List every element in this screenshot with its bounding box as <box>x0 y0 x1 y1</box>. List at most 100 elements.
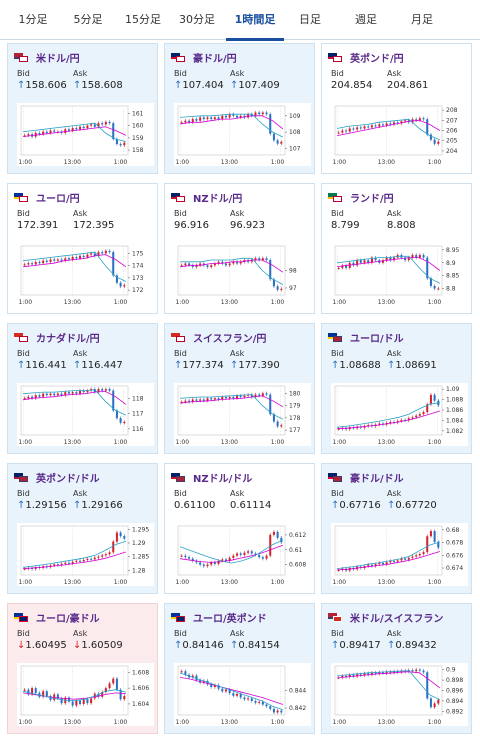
y-tick-label: 173 <box>132 275 144 282</box>
rate-card[interactable]: NZドル/ドル Bid Ask 0.61100 0.61114 0.612 0.61 0.60… <box>164 463 315 594</box>
chart-container[interactable]: 1.295 1.29 1.285 1.28 1:00 13:00 1:00 <box>17 523 154 586</box>
currency-flag-icon <box>171 52 185 62</box>
chart-container[interactable]: 1.608 1.606 1.604 1:00 13:00 1:00 <box>17 663 154 726</box>
candle <box>385 257 388 261</box>
candle <box>42 131 45 135</box>
currency-pair-name[interactable]: NZドル/ドル <box>193 473 253 485</box>
currency-pair-name[interactable]: 米ドル/スイスフラン <box>350 613 444 625</box>
chart-container[interactable]: 109 108 107 1:00 13:00 1:00 <box>174 103 311 166</box>
candle <box>422 552 425 554</box>
y-tick-label: 8.8 <box>446 286 456 293</box>
ask-label: Ask <box>387 349 402 358</box>
x-tick-label: 1:00 <box>271 719 285 726</box>
candle <box>232 114 235 116</box>
tab-日足[interactable]: 日足 <box>299 13 321 26</box>
rate-card[interactable]: ユーロ/英ポンド Bid Ask ↑0.84146 ↑0.84154 0.844 0.842… <box>164 603 315 734</box>
currency-pair-name[interactable]: 豪ドル/円 <box>193 53 237 65</box>
tab-30分足[interactable]: 30分足 <box>179 13 215 26</box>
tab-週足[interactable]: 週足 <box>355 13 377 26</box>
bid-label: Bid <box>17 209 30 218</box>
candle <box>180 265 183 267</box>
x-tick-label: 1:00 <box>114 159 128 166</box>
chart-container[interactable]: 175 174 173 172 1:00 13:00 1:00 <box>17 243 154 306</box>
rate-card[interactable]: 豪ドル/ドル Bid Ask ↑0.67716 ↑0.67720 0.68 0.678 0.6… <box>321 463 472 594</box>
chart-container[interactable]: 1.09 1.088 1.086 1.084 1.082 1:00 13:00 1:00 <box>331 383 468 446</box>
candle <box>418 118 421 121</box>
tab-1時間足[interactable]: 1時間足 <box>226 0 284 41</box>
moving-average-line-fast <box>180 257 284 285</box>
candle <box>184 263 187 266</box>
rate-card[interactable]: NZドル/円 Bid Ask 96.916 96.923 98 97 1:00 13:00 1:0… <box>164 183 315 314</box>
candle <box>104 554 107 556</box>
candle <box>119 143 122 146</box>
currency-pair-name[interactable]: ランド/円 <box>350 193 394 205</box>
currency-pair-name[interactable]: 英ポンド/円 <box>350 53 404 65</box>
y-tick-label: 174 <box>132 263 144 270</box>
candle <box>217 685 220 689</box>
chart-container[interactable]: 161 160 159 158 1:00 13:00 1:00 <box>17 103 154 166</box>
rate-card[interactable]: 米ドル/スイスフラン Bid Ask ↑0.89417 ↑0.89432 0.9 0.898… <box>321 603 472 734</box>
candle <box>239 115 242 118</box>
candle <box>243 260 246 262</box>
x-tick-label: 1:00 <box>19 439 33 446</box>
currency-pair-name[interactable]: カナダドル/円 <box>36 333 100 345</box>
moving-average-line-slow <box>180 395 284 408</box>
candle <box>385 671 388 674</box>
chart-container[interactable]: 180 179 178 177 1:00 13:00 1:00 <box>174 383 311 446</box>
rate-card[interactable]: 米ドル/円 Bid Ask ↑158.606 ↑158.608 161 160 159 158 1… <box>7 43 158 174</box>
y-tick-label: 179 <box>289 403 301 410</box>
candle <box>433 531 436 542</box>
candle <box>367 126 370 128</box>
candle <box>217 398 220 400</box>
chart-container[interactable]: 8.95 8.9 8.85 8.8 1:00 13:00 1:00 <box>331 243 468 306</box>
currency-pair-name[interactable]: ユーロ/英ポンド <box>193 613 267 625</box>
x-tick-label: 1:00 <box>271 439 285 446</box>
chart-container[interactable]: 0.612 0.61 0.608 1:00 13:00 1:00 <box>174 523 311 586</box>
chart-container[interactable]: 208 207 206 205 204 1:00 13:00 1:00 <box>331 103 468 166</box>
candle <box>337 569 340 571</box>
chart-container[interactable]: 0.844 0.842 1:00 13:00 1:00 <box>174 663 311 726</box>
candle <box>258 394 261 396</box>
currency-pair-name[interactable]: 豪ドル/ドル <box>350 473 404 485</box>
bid-label: Bid <box>17 349 30 358</box>
currency-pair-name[interactable]: ユーロ/ドル <box>350 333 404 345</box>
rate-card[interactable]: カナダドル/円 Bid Ask ↑116.441 ↑116.447 118 117 116 1:… <box>7 323 158 454</box>
tab-15分足[interactable]: 15分足 <box>125 13 161 26</box>
x-tick-label: 13:00 <box>221 439 238 446</box>
y-tick-label: 1.28 <box>132 567 146 574</box>
rate-card[interactable]: ユーロ/円 Bid Ask 172.391 172.395 175 174 173 172 1:0… <box>7 183 158 314</box>
price-chart: 0.612 0.61 0.608 1:00 13:00 1:00 <box>174 523 311 586</box>
rate-card[interactable]: ユーロ/豪ドル Bid Ask ↓1.60495 ↓1.60509 1.608 1.606 1… <box>7 603 158 734</box>
rate-card[interactable]: 豪ドル/円 Bid Ask ↑107.404 ↑107.409 109 108 107 1:00… <box>164 43 315 174</box>
currency-pair-name[interactable]: 英ポンド/ドル <box>36 473 100 485</box>
tab-月足[interactable]: 月足 <box>411 13 433 26</box>
chart-container[interactable]: 118 117 116 1:00 13:00 1:00 <box>17 383 154 446</box>
x-tick-label: 1:00 <box>176 439 190 446</box>
currency-pair-name[interactable]: スイスフラン/円 <box>193 333 267 345</box>
rate-card[interactable]: 英ポンド/ドル Bid Ask ↑1.29156 ↑1.29166 1.295 1.29 1.… <box>7 463 158 594</box>
tab-1分足[interactable]: 1分足 <box>18 13 48 26</box>
rate-card[interactable]: スイスフラン/円 Bid Ask ↑177.374 ↑177.390 180 179 178 1… <box>164 323 315 454</box>
rate-card[interactable]: ランド/円 Bid Ask 8.799 8.808 8.95 8.9 8.85 8.8 1:00 1… <box>321 183 472 314</box>
currency-pair-name[interactable]: 米ドル/円 <box>36 53 80 65</box>
candle <box>71 561 74 564</box>
card-title-row: 米ドル/スイスフラン <box>328 610 444 625</box>
candle <box>199 399 202 401</box>
candle <box>184 400 187 402</box>
candle <box>104 121 107 125</box>
currency-pair-name[interactable]: ユーロ/円 <box>36 193 80 205</box>
currency-pair-name[interactable]: NZドル/円 <box>193 193 243 205</box>
bid-label: Bid <box>17 489 30 498</box>
bid-price: 204.854 <box>331 80 373 91</box>
candle <box>97 252 100 256</box>
candle <box>374 564 377 567</box>
chart-container[interactable]: 0.68 0.678 0.676 0.674 1:00 13:00 1:00 <box>331 523 468 586</box>
ask-label: Ask <box>387 69 402 78</box>
chart-container[interactable]: 98 97 1:00 13:00 1:00 <box>174 243 311 306</box>
tab-5分足[interactable]: 5分足 <box>73 13 103 26</box>
currency-pair-name[interactable]: ユーロ/豪ドル <box>36 613 100 625</box>
chart-container[interactable]: 0.9 0.898 0.896 0.894 0.892 1:00 13:00 1:00 <box>331 663 468 726</box>
candle <box>90 124 93 126</box>
rate-card[interactable]: 英ポンド/円 Bid Ask 204.854 204.861 208 207 206 205 20… <box>321 43 472 174</box>
rate-card[interactable]: ユーロ/ドル Bid Ask ↑1.08688 ↑1.08691 1.09 1.088 1.0… <box>321 323 472 454</box>
